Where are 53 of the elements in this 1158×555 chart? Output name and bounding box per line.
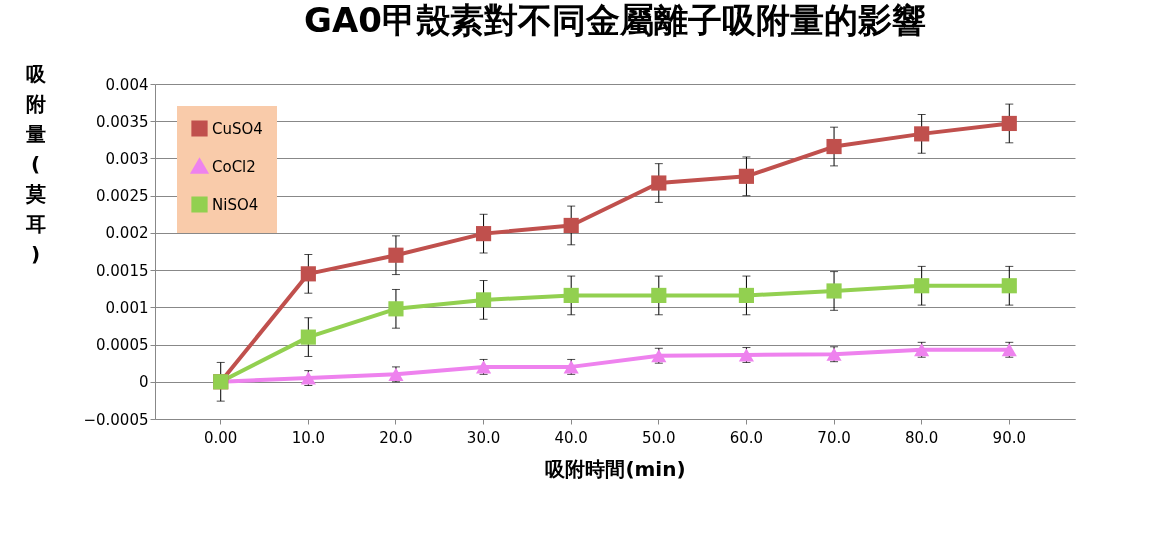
- y-tick-label: 0.002: [105, 224, 149, 243]
- y-tick-label: 0: [138, 373, 149, 392]
- point: [738, 348, 755, 362]
- point: [738, 287, 755, 304]
- y-tick-label: 0.0025: [96, 187, 149, 206]
- chart-title: GA0甲殼素對不同金屬離子吸附量的影響: [304, 0, 926, 40]
- point: [388, 247, 404, 263]
- point: [563, 360, 579, 374]
- x-tick-label: 30.0: [466, 428, 501, 447]
- x-tick-label: 0.00: [204, 428, 238, 447]
- point: [651, 349, 667, 363]
- point: [914, 343, 930, 357]
- point: [475, 226, 492, 242]
- x-tick-label: 10.0: [291, 428, 326, 447]
- x-tick-label: 90.0: [992, 428, 1026, 447]
- y-tick-label: 0.0035: [96, 112, 149, 131]
- x-tick-label: 70.0: [817, 428, 851, 447]
- point: [826, 138, 842, 155]
- point: [1001, 115, 1017, 132]
- point: [1001, 278, 1017, 294]
- y-tick-label: 0.003: [105, 149, 149, 168]
- point: [388, 301, 404, 317]
- x-tick-label: 20.0: [379, 428, 413, 447]
- y-tick-label: 0.001: [105, 298, 149, 317]
- x-tick-label: 80.0: [904, 428, 939, 447]
- x-tick-label: 50.0: [642, 428, 676, 447]
- point: [300, 329, 316, 345]
- y-axis-title: 吸附量(莫耳): [24, 61, 47, 266]
- legend-label: NiSO4: [212, 195, 259, 214]
- x-tick-label: 40.0: [554, 428, 588, 447]
- x-tick-label: 60.0: [729, 428, 764, 447]
- point: [826, 347, 842, 361]
- point: [563, 217, 579, 234]
- point: [914, 126, 930, 142]
- point: [475, 292, 492, 308]
- point: [1001, 343, 1017, 357]
- point: [914, 278, 930, 294]
- point: [388, 367, 404, 381]
- point: [738, 168, 755, 184]
- y-tick-label: −0.0005: [83, 410, 149, 429]
- y-tick-label: 0.0005: [96, 336, 149, 355]
- point: [826, 283, 842, 299]
- y-tick-label: 0.0015: [96, 261, 149, 280]
- point: [651, 287, 667, 304]
- legend-label: CuSO4: [212, 119, 263, 138]
- point: [300, 371, 316, 385]
- point: [651, 175, 667, 191]
- point: [563, 287, 579, 304]
- y-tick-label: 0.004: [105, 75, 149, 94]
- point: [300, 266, 316, 282]
- point: [475, 360, 492, 374]
- x-axis-title: 吸附時間(min): [545, 456, 686, 481]
- legend-label: CoCl2: [212, 157, 256, 176]
